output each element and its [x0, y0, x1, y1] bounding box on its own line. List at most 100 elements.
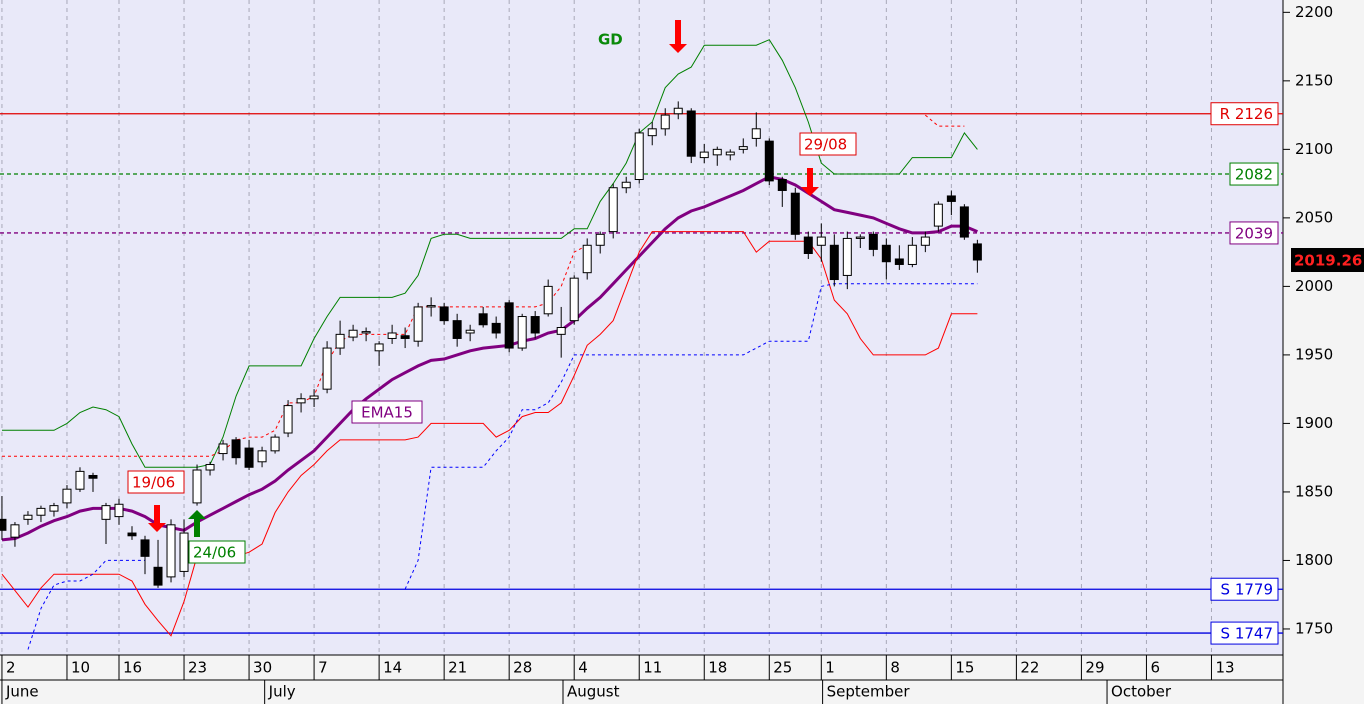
candle-body — [478, 313, 488, 326]
candle-body — [465, 329, 475, 334]
candle-body — [777, 179, 787, 191]
annotation-box — [799, 132, 857, 156]
arrow — [801, 168, 819, 196]
x-tick-label: 28 — [513, 659, 532, 677]
candle-body — [634, 132, 644, 181]
candle-body — [439, 306, 449, 322]
level-label: S 1747 — [1221, 625, 1273, 643]
candle-body — [959, 206, 969, 238]
candle-body — [322, 347, 332, 390]
x-tick-label: 4 — [578, 659, 588, 677]
level-label: R 2126 — [1220, 105, 1273, 123]
candle-body — [712, 148, 722, 156]
candle-body — [582, 244, 592, 274]
candle-body — [725, 151, 735, 156]
candle-body — [10, 524, 20, 538]
level-label-box — [1229, 221, 1279, 245]
candle-body — [621, 181, 631, 189]
y-tick-label: 1950 — [1295, 345, 1333, 363]
last-price: 2019.26 — [1294, 251, 1362, 269]
y-tick-label: 2100 — [1295, 140, 1333, 158]
candle-body — [361, 331, 371, 334]
candle-body — [62, 488, 72, 504]
candle-body — [23, 514, 33, 520]
candle-body — [101, 505, 111, 520]
candle-body — [114, 503, 124, 518]
level-label-box — [1210, 577, 1279, 601]
candle-body — [504, 302, 514, 349]
candle-body — [569, 277, 579, 322]
candle-body — [829, 244, 839, 281]
candle-body — [400, 335, 410, 339]
candle-body — [75, 470, 85, 490]
y-tick-label: 1800 — [1295, 551, 1333, 569]
candle-body — [764, 140, 774, 182]
candle-body — [816, 236, 826, 246]
arrow — [669, 20, 687, 53]
candle-body — [660, 114, 670, 130]
annotation: GD — [598, 31, 623, 49]
candle-body — [231, 439, 241, 459]
x-tick-label: 30 — [253, 659, 272, 677]
candle-body — [257, 450, 267, 463]
level-label-box — [1229, 162, 1279, 186]
x-tick-label: 14 — [383, 659, 402, 677]
candle-body — [140, 539, 150, 557]
candle-body — [426, 305, 436, 308]
level-label-box — [1210, 621, 1279, 645]
y-tick-label: 2200 — [1295, 3, 1333, 21]
y-tick-label: 2050 — [1295, 208, 1333, 226]
candle-body — [920, 236, 930, 246]
annotation-box — [188, 540, 246, 564]
x-tick-label: 18 — [708, 659, 727, 677]
candle-body — [868, 233, 878, 250]
candle-body — [933, 203, 943, 227]
candle-body — [335, 333, 345, 349]
x-tick-label: 16 — [123, 659, 142, 677]
candle-body — [907, 244, 917, 265]
y-tick-label: 2150 — [1295, 71, 1333, 89]
annotation: 19/06 — [132, 474, 175, 492]
candle-body — [413, 306, 423, 342]
annotation-box — [127, 470, 185, 494]
candle-body — [283, 405, 293, 434]
candle-body — [842, 237, 852, 276]
x-tick-label: 25 — [773, 659, 792, 677]
candle-body — [881, 244, 891, 263]
y-tick-label: 1850 — [1295, 482, 1333, 500]
candle-body — [647, 128, 657, 137]
x-tick-label: 1 — [825, 659, 835, 677]
y-axis-area — [1283, 0, 1364, 704]
candle-body — [543, 285, 553, 315]
level-label: 2082 — [1235, 166, 1273, 184]
month-label: August — [567, 683, 620, 701]
candle-body — [608, 187, 618, 233]
candle-body — [348, 329, 358, 338]
x-tick-label: 8 — [890, 659, 900, 677]
x-tick-label: 13 — [1215, 659, 1234, 677]
indicator-line — [1, 231, 978, 637]
candle-body — [972, 243, 982, 261]
month-label: July — [268, 683, 296, 701]
x-tick-label: 2 — [6, 659, 16, 677]
candle-body — [153, 566, 163, 586]
candle-body — [673, 107, 683, 115]
candle-body — [309, 395, 319, 400]
candle-body — [855, 236, 865, 239]
candle-body — [244, 447, 254, 468]
month-label: September — [827, 683, 911, 701]
y-tick-label: 1900 — [1295, 414, 1333, 432]
candle-body — [387, 332, 397, 339]
candle-body — [192, 469, 202, 504]
candle-body — [88, 474, 98, 479]
candle-body — [166, 524, 176, 578]
series-label: EMA15 — [361, 404, 413, 422]
candle-body — [179, 532, 189, 572]
annotation: 29/08 — [804, 136, 847, 154]
candle-body — [127, 532, 137, 537]
x-tick-label: 22 — [1020, 659, 1039, 677]
indicator-line — [2, 114, 965, 457]
x-tick-label: 6 — [1150, 659, 1160, 677]
candle-body — [595, 233, 605, 246]
